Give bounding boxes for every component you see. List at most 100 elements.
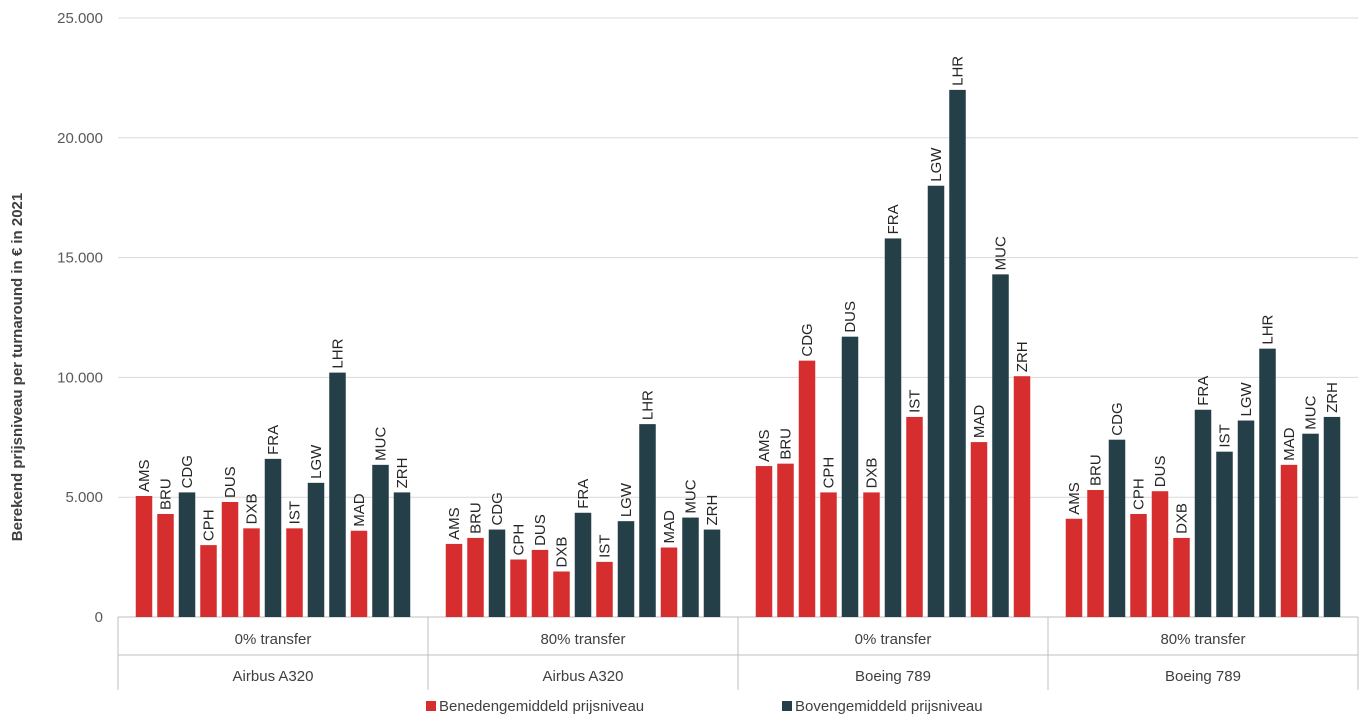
bar-label: LHR [950,56,967,86]
bar-label: CDG [489,492,506,525]
bar-ist [596,561,613,617]
bars: AMSBRUCDGCPHDUSDXBFRAISTLGWLHRMADMUCZRHA… [135,56,1341,617]
bar-label: CPH [511,524,528,556]
y-tick-label: 5.000 [65,489,103,506]
bar-lhr [949,89,966,617]
bar-ams [135,496,153,617]
bar-label: IST [287,501,304,524]
y-axis-ticks: 0 5.000 10.000 15.000 20.000 25.000 [57,10,103,626]
bar-label: ZRH [394,458,411,489]
bar-dxb [243,528,260,617]
bar-muc [682,517,699,617]
bar-cph [200,545,217,617]
bar-ams [445,543,463,617]
bar-label: DUS [532,514,549,546]
bar-dus [1151,491,1169,617]
bar-label: DXB [554,537,571,568]
bar-dus [531,549,549,617]
bar-lhr [1259,348,1276,617]
bar-label: CPH [821,457,838,489]
bar-label: DUS [842,301,859,333]
gridlines [118,17,1358,618]
bar-cph [1130,513,1147,617]
bar-zrh [703,529,721,617]
aircraft-label: Airbus A320 [233,668,314,685]
bar-label: AMS [1066,482,1083,515]
bar-label: FRA [885,204,902,234]
legend-swatch [426,701,436,711]
bar-ams [1065,518,1083,617]
bar-ams [755,466,773,617]
bar-label: CPH [1131,478,1148,510]
aircraft-label: Airbus A320 [543,668,624,685]
bar-label: MAD [1281,427,1298,461]
bar-label: MUC [993,236,1010,270]
bar-bru [467,537,484,617]
bar-label: CDG [799,323,816,356]
bar-bru [1087,490,1104,617]
legend-label: Bovengemiddeld prijsniveau [795,698,983,715]
y-tick-label: 10.000 [57,369,103,386]
bar-label: BRU [468,502,485,534]
bar-label: BRU [778,428,795,460]
bar-label: LGW [308,444,325,479]
bar-ist [1216,451,1233,617]
bar-label: DXB [864,458,881,489]
bar-dxb [553,571,570,617]
bar-label: FRA [1195,376,1212,406]
bar-dus [841,336,859,617]
bar-label: LHR [1260,314,1277,344]
bar-muc [1302,433,1319,617]
bar-cdg [1108,439,1126,617]
bar-fra [1194,409,1212,617]
bar-cdg [798,360,816,617]
bar-lhr [329,372,346,617]
bar-label: BRU [158,478,175,510]
bar-label: DUS [222,466,239,498]
bar-ist [286,528,303,617]
bar-label: LHR [330,338,347,368]
bar-dxb [863,492,880,617]
bar-fra [884,238,902,617]
transfer-label: 80% transfer [1160,631,1245,648]
bar-label: AMS [446,507,463,540]
bar-label: ZRH [1014,341,1031,372]
bar-fra [574,512,592,617]
bar-label: IST [907,390,924,413]
bar-lgw [617,521,635,617]
legend-swatch [782,701,792,711]
bar-label: CPH [201,509,218,541]
bar-zrh [393,492,411,617]
bar-mad [970,442,988,617]
y-tick-label: 0 [95,609,103,626]
y-tick-label: 25.000 [57,10,103,27]
bar-label: MAD [971,405,988,439]
bar-dxb [1173,537,1190,617]
bar-label: MUC [1303,395,1320,429]
bar-label: MAD [661,510,678,544]
bar-label: AMS [756,430,773,463]
bar-bru [157,513,174,617]
y-tick-label: 20.000 [57,130,103,147]
bar-cph [510,559,527,617]
bar-cdg [178,492,196,617]
transfer-label: 0% transfer [235,631,312,648]
bar-mad [1280,464,1298,617]
bar-label: LGW [928,147,945,182]
legend-label: Benedengemiddeld prijsniveau [439,698,644,715]
bar-muc [992,274,1009,617]
bar-mad [660,547,678,617]
bar-label: BRU [1088,454,1105,486]
bar-label: MAD [351,493,368,527]
bar-label: ZRH [1324,382,1341,413]
bar-label: MUC [373,427,390,461]
bar-lhr [639,424,656,617]
transfer-label: 0% transfer [855,631,932,648]
bar-label: IST [597,535,614,558]
bar-label: LGW [618,482,635,517]
transfer-label: 80% transfer [540,631,625,648]
bar-label: ZRH [704,495,721,526]
bar-mad [350,530,368,617]
bar-label: LGW [1238,382,1255,417]
bar-label: IST [1217,424,1234,447]
